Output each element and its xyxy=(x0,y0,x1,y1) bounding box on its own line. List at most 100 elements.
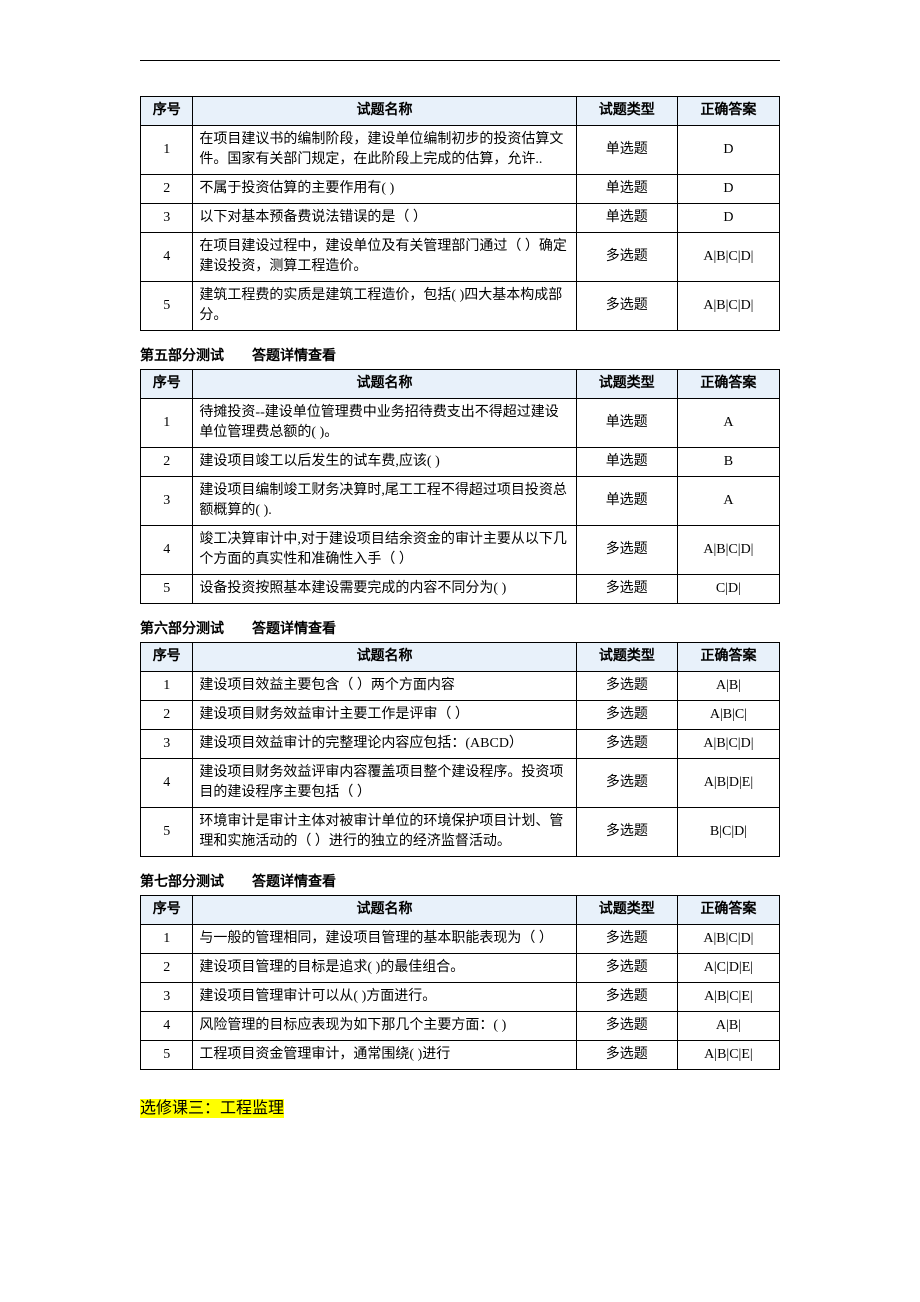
question-type: 多选题 xyxy=(576,672,677,701)
table-header-row: 序号试题名称试题类型正确答案 xyxy=(141,643,780,672)
question-type: 多选题 xyxy=(576,575,677,604)
question-name: 设备投资按照基本建设需要完成的内容不同分为( ) xyxy=(193,575,576,604)
question-type: 多选题 xyxy=(576,730,677,759)
question-type: 多选题 xyxy=(576,233,677,282)
correct-answer: A|C|D|E| xyxy=(677,954,779,983)
question-table: 序号试题名称试题类型正确答案1与一般的管理相同，建设项目管理的基本职能表现为（ … xyxy=(140,895,780,1070)
question-name: 工程项目资金管理审计，通常围绕( )进行 xyxy=(193,1041,576,1070)
table-row: 4风险管理的目标应表现为如下那几个主要方面：( )多选题A|B| xyxy=(141,1012,780,1041)
correct-answer: A|B| xyxy=(677,672,779,701)
row-number: 5 xyxy=(141,1041,193,1070)
table-row: 5环境审计是审计主体对被审计单位的环境保护项目计划、管理和实施活动的（ ）进行的… xyxy=(141,808,780,857)
highlight-text: 选修课三：工程监理 xyxy=(140,1099,284,1118)
question-name: 建设项目财务效益评审内容覆盖项目整个建设程序。投资项目的建设程序主要包括（ ） xyxy=(193,759,576,808)
question-name: 不属于投资估算的主要作用有( ) xyxy=(193,175,576,204)
question-type: 多选题 xyxy=(576,282,677,331)
question-name: 建设项目管理审计可以从( )方面进行。 xyxy=(193,983,576,1012)
row-number: 1 xyxy=(141,925,193,954)
table-header-cell: 试题名称 xyxy=(193,643,576,672)
table-header-cell: 序号 xyxy=(141,896,193,925)
document-page: 序号试题名称试题类型正确答案1在项目建议书的编制阶段，建设单位编制初步的投资估算… xyxy=(0,0,920,1302)
question-type: 多选题 xyxy=(576,701,677,730)
row-number: 4 xyxy=(141,233,193,282)
row-number: 4 xyxy=(141,1012,193,1041)
table-header-cell: 正确答案 xyxy=(677,97,779,126)
question-type: 多选题 xyxy=(576,983,677,1012)
table-row: 5工程项目资金管理审计，通常围绕( )进行多选题A|B|C|E| xyxy=(141,1041,780,1070)
correct-answer: A|B|C|D| xyxy=(677,730,779,759)
table-row: 2不属于投资估算的主要作用有( )单选题D xyxy=(141,175,780,204)
question-name: 在项目建议书的编制阶段，建设单位编制初步的投资估算文件。国家有关部门规定，在此阶… xyxy=(193,126,576,175)
correct-answer: B xyxy=(677,448,779,477)
section-title: 第六部分测试 答题详情查看 xyxy=(140,618,780,638)
table-row: 2建设项目财务效益审计主要工作是评审（ ）多选题A|B|C| xyxy=(141,701,780,730)
table-row: 3建设项目管理审计可以从( )方面进行。多选题A|B|C|E| xyxy=(141,983,780,1012)
question-name: 以下对基本预备费说法错误的是（ ） xyxy=(193,204,576,233)
table-header-cell: 正确答案 xyxy=(677,896,779,925)
question-name: 在项目建设过程中，建设单位及有关管理部门通过（ ）确定建设投资，测算工程造价。 xyxy=(193,233,576,282)
row-number: 1 xyxy=(141,126,193,175)
question-table: 序号试题名称试题类型正确答案1建设项目效益主要包含（ ）两个方面内容多选题A|B… xyxy=(140,642,780,857)
row-number: 2 xyxy=(141,954,193,983)
table-row: 4建设项目财务效益评审内容覆盖项目整个建设程序。投资项目的建设程序主要包括（ ）… xyxy=(141,759,780,808)
table-row: 2建设项目竣工以后发生的试车费,应该( )单选题B xyxy=(141,448,780,477)
question-type: 多选题 xyxy=(576,1041,677,1070)
question-name: 建筑工程费的实质是建筑工程造价，包括( )四大基本构成部分。 xyxy=(193,282,576,331)
section-title-part: 答题详情查看 xyxy=(252,622,336,637)
section-title-part: 第五部分测试 xyxy=(140,349,224,364)
top-divider xyxy=(140,60,780,61)
tables-holder: 序号试题名称试题类型正确答案1在项目建议书的编制阶段，建设单位编制初步的投资估算… xyxy=(140,96,780,1070)
table-row: 3建设项目效益审计的完整理论内容应包括：(ABCD）多选题A|B|C|D| xyxy=(141,730,780,759)
table-header-row: 序号试题名称试题类型正确答案 xyxy=(141,97,780,126)
correct-answer: A|B|C|D| xyxy=(677,233,779,282)
table-row: 1在项目建议书的编制阶段，建设单位编制初步的投资估算文件。国家有关部门规定，在此… xyxy=(141,126,780,175)
question-type: 单选题 xyxy=(576,399,677,448)
question-type: 多选题 xyxy=(576,759,677,808)
question-type: 单选题 xyxy=(576,204,677,233)
question-type: 多选题 xyxy=(576,808,677,857)
question-name: 建设项目编制竣工财务决算时,尾工工程不得超过项目投资总额概算的( ). xyxy=(193,477,576,526)
table-row: 2建设项目管理的目标是追求( )的最佳组合。多选题A|C|D|E| xyxy=(141,954,780,983)
row-number: 2 xyxy=(141,701,193,730)
question-table: 序号试题名称试题类型正确答案1在项目建议书的编制阶段，建设单位编制初步的投资估算… xyxy=(140,96,780,331)
table-header-cell: 试题类型 xyxy=(576,97,677,126)
question-name: 建设项目管理的目标是追求( )的最佳组合。 xyxy=(193,954,576,983)
correct-answer: A|B| xyxy=(677,1012,779,1041)
section-title-part: 第六部分测试 xyxy=(140,622,224,637)
question-name: 环境审计是审计主体对被审计单位的环境保护项目计划、管理和实施活动的（ ）进行的独… xyxy=(193,808,576,857)
row-number: 4 xyxy=(141,526,193,575)
question-type: 多选题 xyxy=(576,1012,677,1041)
question-type: 多选题 xyxy=(576,954,677,983)
table-row: 4竣工决算审计中,对于建设项目结余资金的审计主要从以下几个方面的真实性和准确性入… xyxy=(141,526,780,575)
question-name: 与一般的管理相同，建设项目管理的基本职能表现为（ ） xyxy=(193,925,576,954)
table-header-cell: 试题类型 xyxy=(576,370,677,399)
question-name: 建设项目竣工以后发生的试车费,应该( ) xyxy=(193,448,576,477)
table-row: 5建筑工程费的实质是建筑工程造价，包括( )四大基本构成部分。多选题A|B|C|… xyxy=(141,282,780,331)
table-row: 4在项目建设过程中，建设单位及有关管理部门通过（ ）确定建设投资，测算工程造价。… xyxy=(141,233,780,282)
correct-answer: A xyxy=(677,477,779,526)
question-type: 多选题 xyxy=(576,526,677,575)
row-number: 2 xyxy=(141,175,193,204)
table-header-cell: 序号 xyxy=(141,370,193,399)
correct-answer: A|B|C|E| xyxy=(677,983,779,1012)
correct-answer: A|B|C|D| xyxy=(677,925,779,954)
row-number: 3 xyxy=(141,730,193,759)
correct-answer: A|B|D|E| xyxy=(677,759,779,808)
correct-answer: A xyxy=(677,399,779,448)
correct-answer: D xyxy=(677,204,779,233)
row-number: 1 xyxy=(141,399,193,448)
question-table: 序号试题名称试题类型正确答案1待摊投资--建设单位管理费中业务招待费支出不得超过… xyxy=(140,369,780,604)
correct-answer: C|D| xyxy=(677,575,779,604)
row-number: 2 xyxy=(141,448,193,477)
table-header-cell: 序号 xyxy=(141,97,193,126)
question-name: 建设项目效益审计的完整理论内容应包括：(ABCD） xyxy=(193,730,576,759)
section-title-part: 第七部分测试 xyxy=(140,875,224,890)
question-name: 竣工决算审计中,对于建设项目结余资金的审计主要从以下几个方面的真实性和准确性入手… xyxy=(193,526,576,575)
correct-answer: A|B|C| xyxy=(677,701,779,730)
table-row: 5设备投资按照基本建设需要完成的内容不同分为( )多选题C|D| xyxy=(141,575,780,604)
row-number: 4 xyxy=(141,759,193,808)
row-number: 5 xyxy=(141,808,193,857)
correct-answer: A|B|C|E| xyxy=(677,1041,779,1070)
table-header-cell: 序号 xyxy=(141,643,193,672)
table-header-cell: 试题名称 xyxy=(193,896,576,925)
